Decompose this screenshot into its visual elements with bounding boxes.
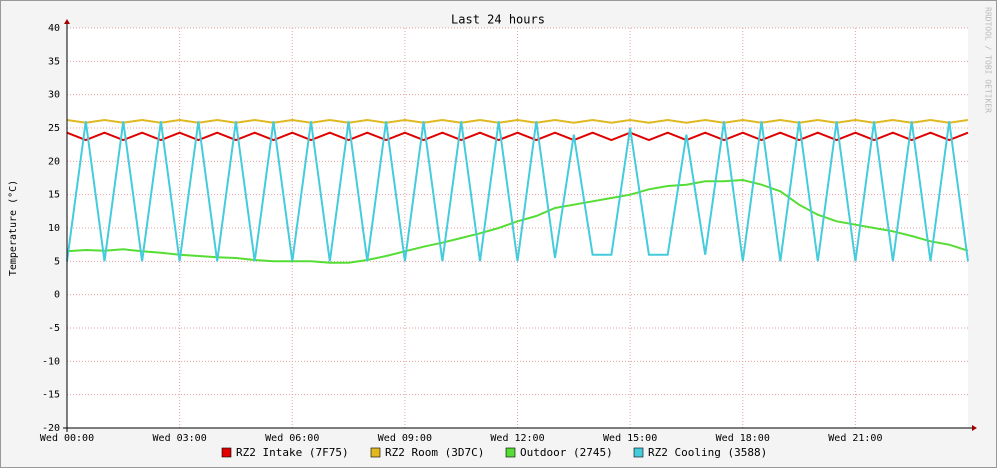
y-tick-label: 5: [54, 256, 60, 267]
x-tick-label: Wed 03:00: [153, 433, 207, 444]
legend-label: RZ2 Intake (7F75): [236, 446, 349, 459]
legend-swatch: [221, 447, 232, 458]
legend-swatch: [505, 447, 516, 458]
y-tick-label: 40: [48, 23, 60, 34]
y-tick-label: -15: [42, 390, 60, 401]
x-tick-label: Wed 21:00: [828, 433, 882, 444]
y-tick-label: -20: [42, 423, 60, 434]
y-tick-label: 35: [48, 56, 60, 67]
watermark: RRDTOOL / TOBI OETIKER: [984, 7, 993, 113]
y-tick-label: 25: [48, 123, 60, 134]
x-tick-label: Wed 09:00: [378, 433, 432, 444]
legend-swatch: [370, 447, 381, 458]
y-tick-label: -5: [48, 323, 60, 334]
series-line: [66, 121, 969, 262]
y-tick-label: 30: [48, 90, 60, 101]
legend-label: Outdoor (2745): [520, 446, 613, 459]
x-tick-label: Wed 12:00: [490, 433, 544, 444]
y-axis-label: Temperature (°C): [8, 180, 19, 276]
y-tick-label: -10: [42, 356, 60, 367]
y-axis-arrow: [64, 19, 70, 24]
chart-title: Last 24 hours: [451, 13, 545, 27]
y-tick-label: 20: [48, 156, 60, 167]
y-tick-label: 15: [48, 190, 60, 201]
x-axis-arrow: [972, 425, 977, 431]
legend-label: RZ2 Cooling (3588): [648, 446, 767, 459]
series-line: [66, 118, 969, 124]
y-tick-label: 10: [48, 223, 60, 234]
x-tick-label: Wed 15:00: [603, 433, 657, 444]
series-line: [66, 131, 969, 142]
legend-swatch: [633, 447, 644, 458]
x-tick-label: Wed 18:00: [716, 433, 770, 444]
y-tick-label: 0: [54, 290, 60, 301]
legend-label: RZ2 Room (3D7C): [385, 446, 484, 459]
x-tick-label: Wed 06:00: [265, 433, 319, 444]
x-tick-label: Wed 00:00: [40, 433, 94, 444]
